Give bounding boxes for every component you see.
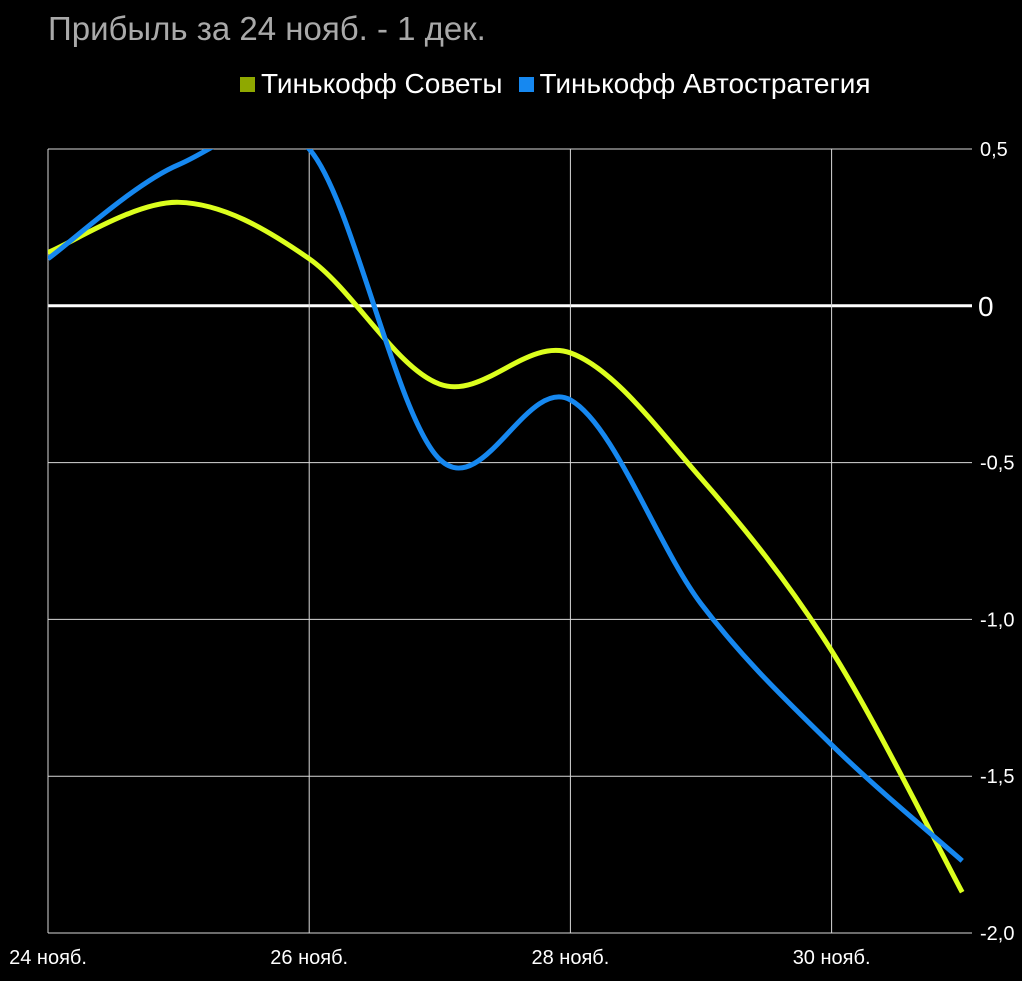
chart-title: Прибыль за 24 нояб. - 1 дек. — [48, 10, 486, 47]
y-tick-label: 0 — [978, 291, 994, 322]
series-line-1 — [48, 149, 964, 863]
x-tick-label: 26 нояб. — [270, 947, 348, 969]
x-tick-label: 24 нояб. — [9, 947, 87, 969]
x-tick-label: 28 нояб. — [531, 947, 609, 969]
series-line-0 — [48, 199, 965, 894]
y-tick-label: -1,5 — [980, 766, 1014, 788]
grid — [47, 148, 972, 934]
series-lines — [48, 149, 965, 894]
legend-label-avtostrategiya: Тинькофф Автостратегия — [539, 68, 871, 99]
y-tick-label: -1,0 — [980, 609, 1014, 631]
y-tick-label: -0,5 — [980, 453, 1014, 475]
legend: Тинькофф Советы Тинькофф Автостратегия — [240, 68, 887, 100]
tick-labels: 0,5 0 -0,5 -1,0 -1,5 -2,0 24 нояб. 26 нояб. 28 н… — [9, 139, 1014, 969]
legend-item-avtostrategiya: Тинькофф Автостратегия — [518, 68, 871, 100]
legend-item-sovety: Тинькофф Советы — [240, 68, 503, 100]
y-tick-label: -2,0 — [980, 923, 1014, 945]
legend-label-sovety: Тинькофф Советы — [261, 68, 503, 99]
x-tick-label: 30 нояб. — [793, 947, 871, 969]
y-tick-label: 0,5 — [980, 139, 1008, 161]
legend-swatch-sovety — [240, 76, 255, 92]
legend-swatch-avtostrategiya — [518, 76, 534, 92]
